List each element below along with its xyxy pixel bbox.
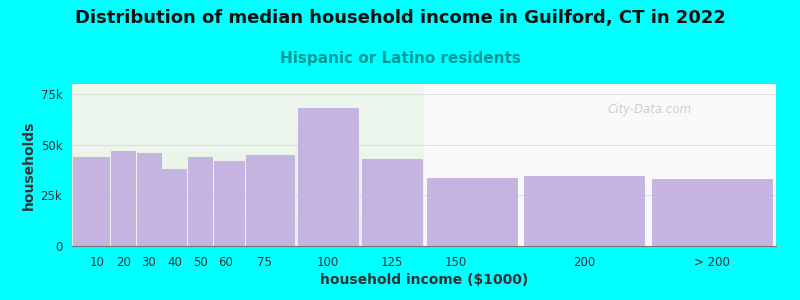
Bar — [362, 159, 422, 246]
Bar — [427, 178, 517, 246]
Bar — [246, 155, 294, 246]
X-axis label: household income ($1000): household income ($1000) — [320, 273, 528, 287]
Bar — [652, 179, 772, 246]
Text: Hispanic or Latino residents: Hispanic or Latino residents — [279, 51, 521, 66]
Bar — [188, 157, 212, 246]
Bar — [137, 153, 161, 246]
Bar — [524, 176, 644, 246]
Bar — [298, 108, 358, 246]
Y-axis label: households: households — [22, 120, 36, 210]
Bar — [73, 157, 110, 246]
Bar — [162, 169, 186, 246]
Bar — [214, 161, 244, 246]
Bar — [111, 151, 135, 246]
Text: Distribution of median household income in Guilford, CT in 2022: Distribution of median household income … — [74, 9, 726, 27]
Text: City-Data.com: City-Data.com — [607, 103, 691, 116]
